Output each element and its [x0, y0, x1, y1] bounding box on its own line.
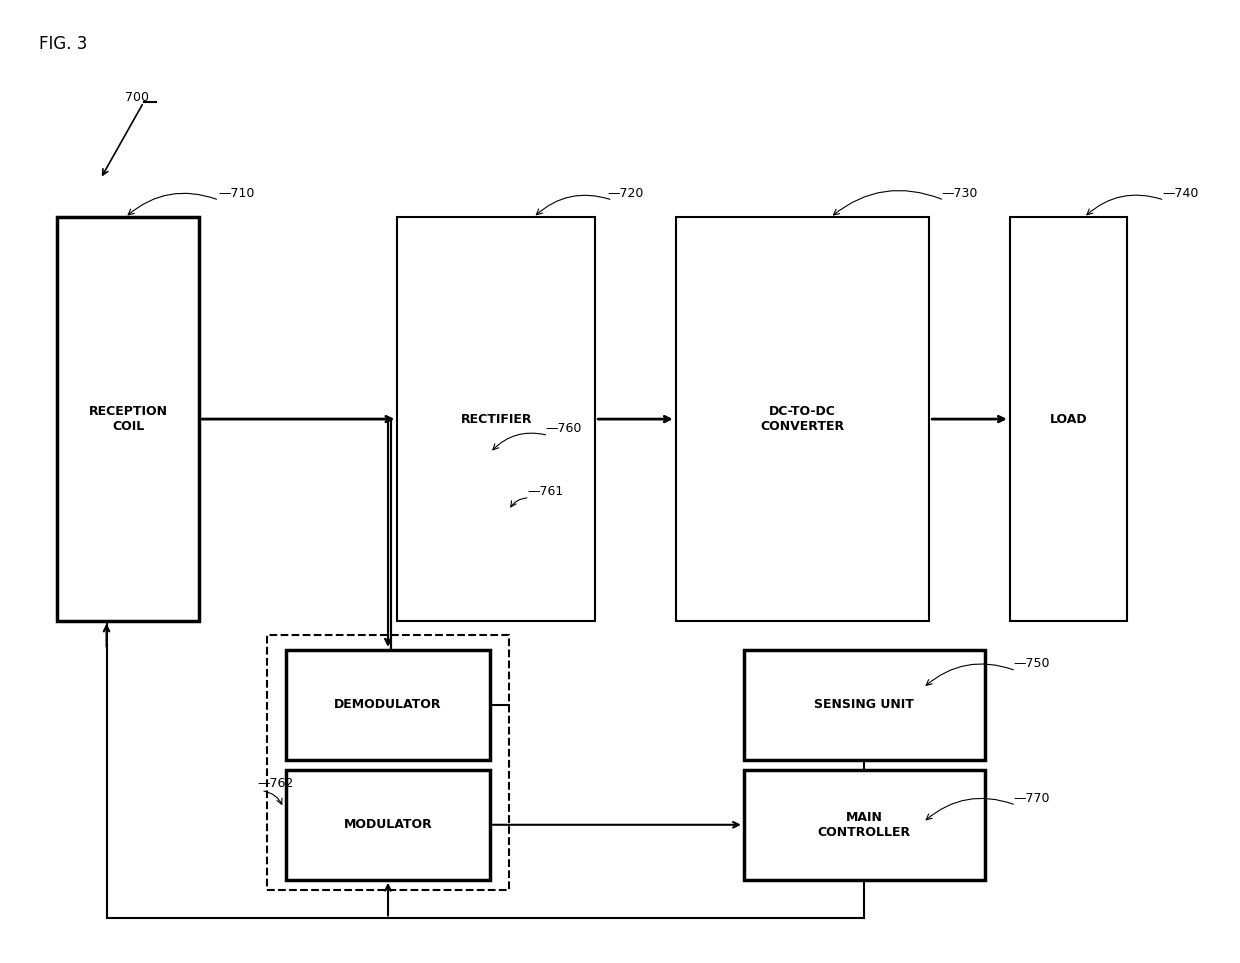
Text: —730: —730	[941, 187, 978, 200]
Text: DEMODULATOR: DEMODULATOR	[335, 698, 441, 712]
Text: —761: —761	[527, 484, 563, 498]
Text: SENSING UNIT: SENSING UNIT	[815, 698, 914, 712]
Text: LOAD: LOAD	[1050, 412, 1087, 426]
Text: —760: —760	[546, 422, 582, 435]
FancyBboxPatch shape	[286, 649, 490, 760]
Text: FIG. 3: FIG. 3	[38, 35, 87, 53]
FancyBboxPatch shape	[676, 218, 929, 621]
Text: —720: —720	[608, 187, 644, 200]
Text: —762: —762	[258, 777, 294, 791]
FancyBboxPatch shape	[1009, 218, 1127, 621]
Text: —770: —770	[1013, 792, 1050, 805]
FancyBboxPatch shape	[744, 769, 985, 880]
Text: 700: 700	[125, 91, 149, 104]
Text: RECTIFIER: RECTIFIER	[460, 412, 532, 426]
Text: RECEPTION
COIL: RECEPTION COIL	[89, 405, 167, 433]
Text: DC-TO-DC
CONVERTER: DC-TO-DC CONVERTER	[760, 405, 844, 433]
FancyBboxPatch shape	[57, 218, 200, 621]
Text: —750: —750	[1013, 658, 1050, 670]
Text: —740: —740	[1162, 187, 1198, 200]
FancyBboxPatch shape	[286, 769, 490, 880]
Text: MODULATOR: MODULATOR	[343, 819, 433, 831]
Text: —710: —710	[218, 187, 254, 200]
Text: MAIN
CONTROLLER: MAIN CONTROLLER	[818, 811, 911, 839]
FancyBboxPatch shape	[397, 218, 595, 621]
FancyBboxPatch shape	[744, 649, 985, 760]
